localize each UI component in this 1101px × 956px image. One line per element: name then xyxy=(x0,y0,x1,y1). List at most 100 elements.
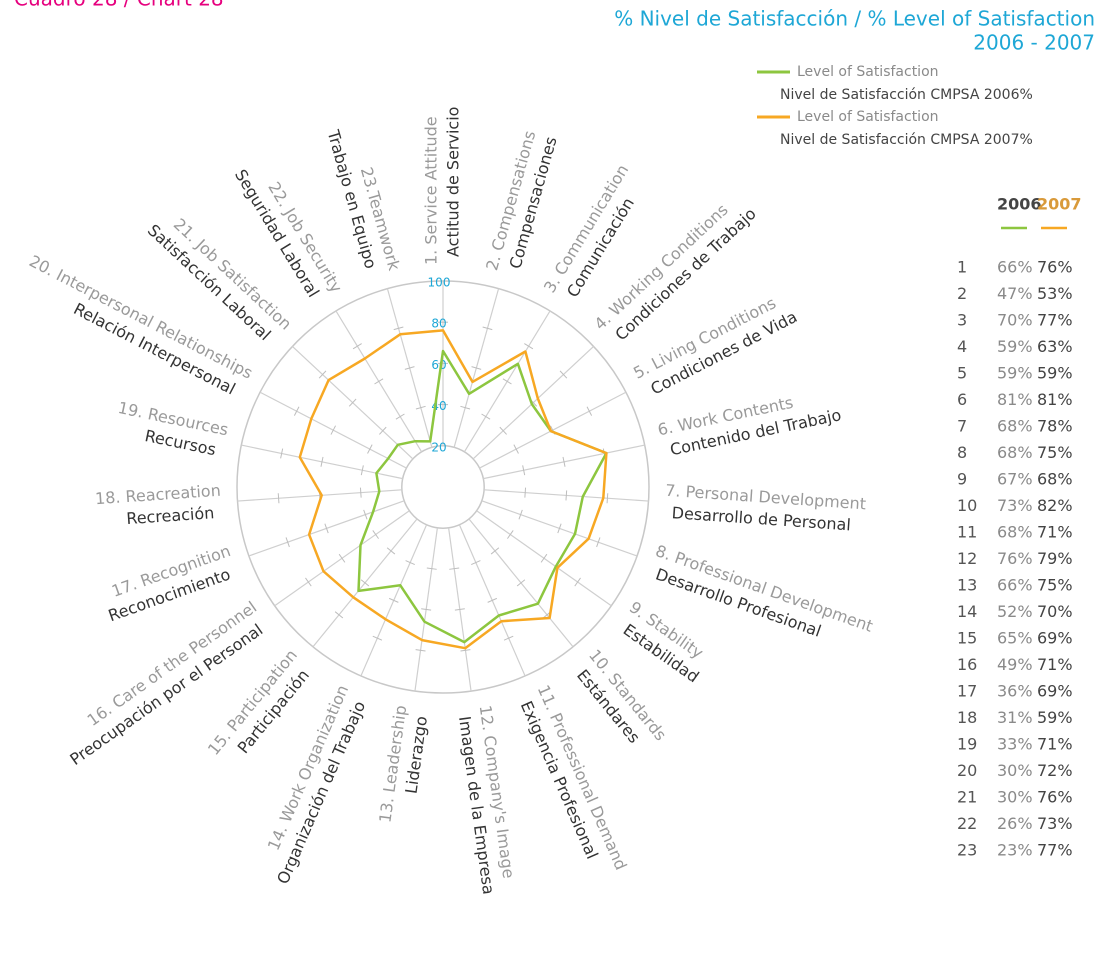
chart-subtitle: 2006 - 2007 xyxy=(973,31,1095,55)
tick-mark xyxy=(524,343,534,350)
table-value: 26% xyxy=(997,814,1033,833)
table-value: 82% xyxy=(1037,496,1073,515)
table-value: 79% xyxy=(1037,549,1073,568)
tick-mark xyxy=(305,577,312,587)
tick-mark xyxy=(393,326,404,331)
tick-mark xyxy=(277,493,280,504)
grid-circle xyxy=(401,445,485,529)
table-value: 59% xyxy=(997,337,1033,356)
y-tick-label: 100 xyxy=(428,276,451,290)
table-row-label: 22 xyxy=(957,814,977,833)
tick-mark xyxy=(334,611,344,619)
table-value: 31% xyxy=(997,708,1033,727)
series-line xyxy=(298,329,608,650)
tick-mark xyxy=(405,560,415,566)
table-value: 76% xyxy=(1037,258,1073,277)
tick-mark xyxy=(404,366,415,370)
table-value: 77% xyxy=(1037,311,1073,330)
table-value: 75% xyxy=(1037,443,1073,462)
table-header: 2007 xyxy=(1037,195,1082,214)
tick-mark xyxy=(596,537,601,548)
tick-mark xyxy=(524,487,527,498)
table-value: 52% xyxy=(997,602,1033,621)
table-value: 76% xyxy=(997,549,1033,568)
table-value: 36% xyxy=(997,682,1033,701)
table-value: 63% xyxy=(1037,337,1073,356)
table-row-label: 8 xyxy=(957,443,967,462)
tick-mark xyxy=(285,537,290,548)
tick-mark xyxy=(574,577,581,587)
tick-mark xyxy=(499,426,507,435)
table-row-label: 23 xyxy=(957,841,977,860)
table-value: 69% xyxy=(1037,682,1073,701)
table-row-label: 14 xyxy=(957,602,977,621)
tick-mark xyxy=(460,649,471,652)
tick-mark xyxy=(518,509,523,520)
legend-label: Level of Satisfaction xyxy=(797,109,939,125)
table-row-label: 7 xyxy=(957,417,967,436)
tick-mark xyxy=(487,597,498,603)
tick-mark xyxy=(482,326,493,331)
category-label-es: Recreación xyxy=(126,503,215,528)
tick-mark xyxy=(338,553,346,563)
table-value: 59% xyxy=(1037,708,1073,727)
table-value: 81% xyxy=(1037,390,1073,409)
table-row-label: 6 xyxy=(957,390,967,409)
spoke-label: 1. Service Attitude Actitud de Servicio xyxy=(422,107,463,265)
tick-mark xyxy=(562,456,566,467)
tick-mark xyxy=(320,456,324,467)
tick-mark xyxy=(606,493,609,504)
tick-mark xyxy=(481,413,491,420)
tick-mark xyxy=(565,490,568,501)
table-row-label: 9 xyxy=(957,470,967,489)
tick-mark xyxy=(460,405,471,410)
legend-label: Level of Satisfaction xyxy=(797,64,939,80)
tick-mark xyxy=(367,444,373,454)
tick-mark xyxy=(395,413,405,420)
tick-mark xyxy=(324,523,329,534)
tick-mark xyxy=(503,635,514,641)
series-line xyxy=(357,349,608,644)
table-value: 71% xyxy=(1037,655,1073,674)
table-row-label: 19 xyxy=(957,735,977,754)
tick-mark xyxy=(522,465,526,476)
table-value: 78% xyxy=(1037,417,1073,436)
table-value: 47% xyxy=(997,284,1033,303)
tick-mark xyxy=(426,567,437,570)
table-value: 72% xyxy=(1037,761,1073,780)
tick-mark xyxy=(360,465,364,476)
table-value: 68% xyxy=(997,523,1033,542)
table-value: 67% xyxy=(997,470,1033,489)
table-row-label: 18 xyxy=(957,708,977,727)
table-row-label: 12 xyxy=(957,549,977,568)
table-value: 59% xyxy=(997,364,1033,383)
table-value: 53% xyxy=(1037,284,1073,303)
table-value: 70% xyxy=(1037,602,1073,621)
table-value: 75% xyxy=(1037,576,1073,595)
table-value: 70% xyxy=(997,311,1033,330)
table-value: 59% xyxy=(1037,364,1073,383)
tick-mark xyxy=(388,597,399,603)
tick-mark xyxy=(374,378,384,385)
table-value: 65% xyxy=(997,629,1033,648)
tick-mark xyxy=(359,487,362,498)
tick-mark xyxy=(449,567,460,570)
tick-mark xyxy=(293,406,300,416)
tick-mark xyxy=(557,523,562,534)
tick-mark xyxy=(421,608,432,611)
table-row-label: 4 xyxy=(957,337,967,356)
tick-mark xyxy=(280,448,284,459)
legend-label-es: Nivel de Satisfacción CMPSA 2006% xyxy=(780,87,1033,103)
table-value: 66% xyxy=(997,258,1033,277)
table-row-label: 1 xyxy=(957,258,967,277)
category-label-es: Actitud de Servicio xyxy=(444,107,463,257)
chart-label: Cuadro 28 / Chart 28 xyxy=(14,0,224,11)
